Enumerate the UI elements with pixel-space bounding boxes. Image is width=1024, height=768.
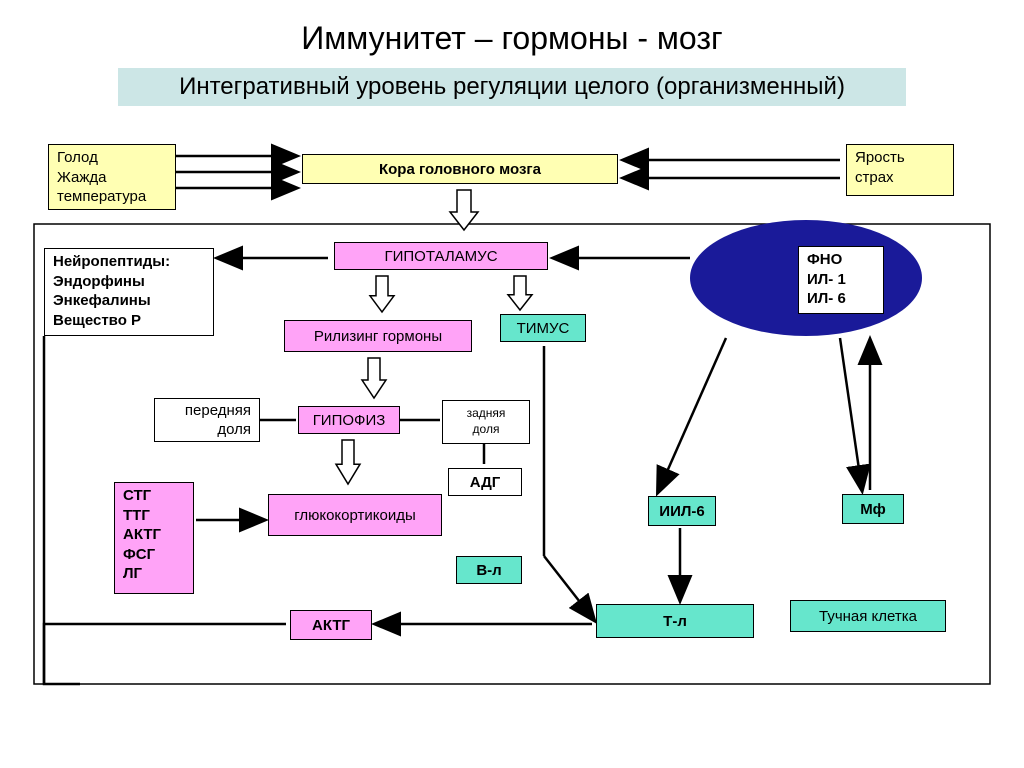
- node-hunger: ГолодЖаждатемпература: [48, 144, 176, 210]
- node-cortex: Кора головного мозга: [302, 154, 618, 184]
- node-line: СТГ: [123, 486, 151, 506]
- node-line: АКТГ: [123, 525, 161, 545]
- node-rage: Яростьстрах: [846, 144, 954, 196]
- node-akth: АКТГ: [290, 610, 372, 640]
- node-stg: СТГТТГАКТГФСГЛГ: [114, 482, 194, 594]
- node-line: ЛГ: [123, 564, 142, 584]
- node-mast: Тучная клетка: [790, 600, 946, 632]
- node-line: температура: [57, 187, 146, 207]
- diagram-svg: [0, 0, 1024, 768]
- node-line: Эндорфины: [53, 272, 145, 292]
- node-gluco: глюкокортикоиды: [268, 494, 442, 536]
- node-iil6: ИИЛ-6: [648, 496, 716, 526]
- node-pituitary: ГИПОФИЗ: [298, 406, 400, 434]
- node-neuropeptides: Нейропептиды:ЭндорфиныЭнкефалиныВещество…: [44, 248, 214, 336]
- node-line: страх: [855, 168, 894, 188]
- node-line: Ярость: [855, 148, 905, 168]
- node-line: Энкефалины: [53, 291, 151, 311]
- node-line: Вещество Р: [53, 311, 141, 331]
- node-mf: Мф: [842, 494, 904, 524]
- node-line: задняя: [467, 406, 506, 422]
- node-line: ИЛ- 1: [807, 270, 846, 290]
- subtitle: Интегративный уровень регуляции целого (…: [118, 68, 906, 106]
- node-line: ФНО: [807, 250, 842, 270]
- node-line: ТТГ: [123, 506, 150, 526]
- node-line: Жажда: [57, 168, 107, 188]
- node-posterior: задняядоля: [442, 400, 530, 444]
- node-tl: Т-л: [596, 604, 754, 638]
- node-releasing: Рилизинг гормоны: [284, 320, 472, 352]
- node-line: ИЛ- 6: [807, 289, 846, 309]
- node-tnf: ФНОИЛ- 1ИЛ- 6: [798, 246, 884, 314]
- node-line: Голод: [57, 148, 98, 168]
- node-hypothalamus: ГИПОТАЛАМУС: [334, 242, 548, 270]
- node-anterior: передняядоля: [154, 398, 260, 442]
- node-bl: В-л: [456, 556, 522, 584]
- page-title: Иммунитет – гормоны - мозг: [0, 20, 1024, 57]
- node-adh: АДГ: [448, 468, 522, 496]
- node-line: доля: [473, 422, 500, 438]
- node-thymus: ТИМУС: [500, 314, 586, 342]
- node-line: доля: [217, 420, 251, 440]
- node-line: Нейропептиды:: [53, 252, 170, 272]
- node-line: ФСГ: [123, 545, 155, 565]
- node-line: передняя: [185, 401, 251, 421]
